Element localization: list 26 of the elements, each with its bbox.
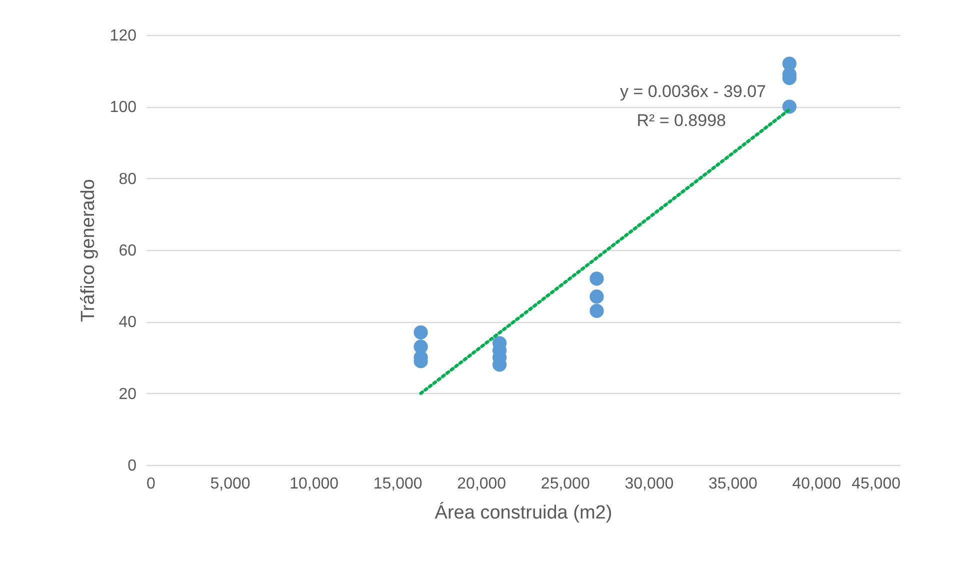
x-tick-label: 10,000 [290, 476, 339, 492]
x-tick-label: 30,000 [624, 476, 674, 492]
x-tick-label: 25,000 [540, 476, 590, 492]
point [590, 304, 604, 318]
x-tick-label: 40,000 [792, 476, 842, 492]
y-tick-label: 40 [118, 314, 137, 332]
annotation: R² = 0.8998 [636, 111, 726, 130]
x-axis-title: Área construida (m2) [434, 502, 612, 524]
y-tick-label: 0 [128, 458, 137, 474]
x-tick-label: 5,000 [210, 476, 250, 492]
x-tick-label: 35,000 [708, 476, 758, 492]
point [414, 325, 428, 340]
point [590, 290, 604, 304]
x-tick-label: 15,000 [373, 476, 422, 492]
y-tick-label: 20 [118, 386, 137, 403]
x-tick-label: 20,000 [457, 476, 506, 492]
text: 0 [146, 476, 156, 492]
point [590, 272, 604, 286]
x-tick-label: 45,000 [852, 476, 901, 492]
annotation: y = 0.0036x - 39.07 [620, 82, 766, 101]
y-tick-label: 80 [118, 170, 137, 188]
y-tick-label: 100 [110, 99, 137, 116]
y-tick-label: 60 [118, 242, 137, 260]
y-tick-label: 120 [110, 28, 137, 44]
y-axis-title: Tráfico generado [78, 179, 99, 322]
point [782, 100, 796, 114]
